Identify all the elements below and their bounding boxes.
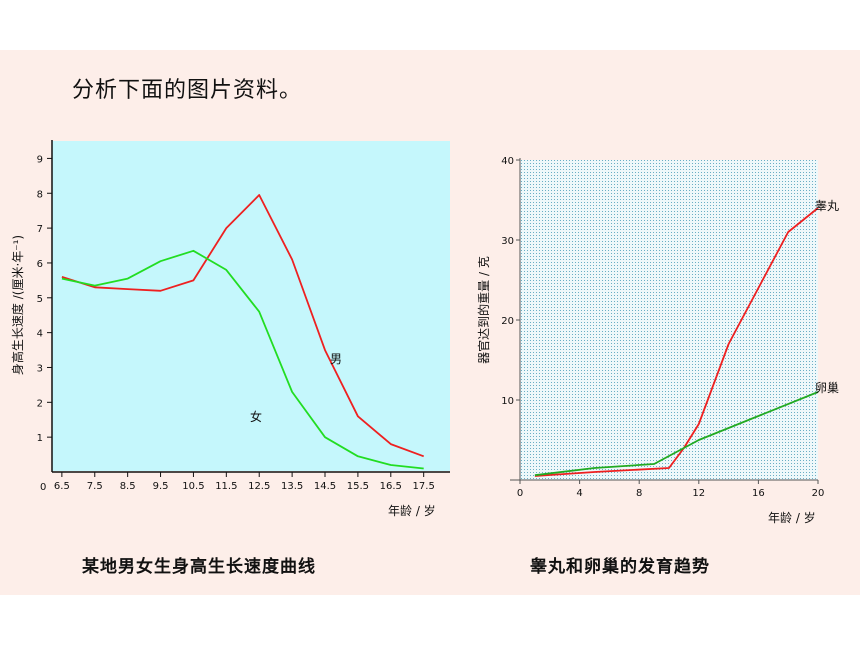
series-line-female <box>61 249 424 470</box>
x-tick-label: 15.5 <box>347 481 369 492</box>
y-axis-label: 器官达到的重量 / 克 <box>476 256 491 364</box>
page-heading: 分析下面的图片资料。 <box>72 78 303 103</box>
x-tick-label: 14.5 <box>314 481 336 492</box>
x-tick-label: 13.5 <box>281 481 303 492</box>
y-tick-label: 1 <box>37 433 43 444</box>
series-lines <box>534 207 819 477</box>
x-tick-label: 9.5 <box>153 481 169 492</box>
x-tick-label: 4 <box>576 488 582 499</box>
y-tick-label: 10 <box>501 396 514 407</box>
series-line-testis <box>534 207 819 477</box>
series-lines <box>61 194 425 470</box>
series-line-male <box>61 194 425 458</box>
y-tick-label: 2 <box>37 398 43 409</box>
y-tick-label: 4 <box>37 329 43 340</box>
y-tick-label: 30 <box>501 236 514 247</box>
series-label-male: 男 <box>330 352 342 366</box>
y-tick-label: 8 <box>37 189 43 200</box>
gonad-development-chart: 器官达到的重量 / 克 年龄 / 岁 10 20 30 40 0 4 8 12 16 20 睾丸… <box>476 156 839 525</box>
x-tick-label: 10.5 <box>182 481 204 492</box>
plot-area <box>520 160 818 480</box>
y-tick-label: 40 <box>501 156 514 167</box>
x-tick-label: 16 <box>752 488 765 499</box>
x-tick-label: 8 <box>636 488 642 499</box>
y-tick-label: 9 <box>37 154 43 165</box>
series-label-ovary: 卵巢 <box>815 381 839 395</box>
caption-right: 睾丸和卵巢的发育趋势 <box>530 557 710 577</box>
plot-area <box>52 141 450 471</box>
caption-left: 某地男女生身高生长速度曲线 <box>82 557 316 577</box>
x-tick-label: 20 <box>812 488 825 499</box>
height-growth-chart: 身高生长速度 /(厘米·年⁻¹) 年龄 / 岁 0 1 2 3 4 5 6 7 8 9 6.5 7… <box>10 140 450 518</box>
x-axis-label: 年龄 / 岁 <box>388 503 436 518</box>
series-line-ovary <box>534 391 819 477</box>
x-tick-label: 16.5 <box>380 481 402 492</box>
x-ticks: 0 4 8 12 16 20 <box>517 480 825 499</box>
x-tick-label: 17.5 <box>413 481 435 492</box>
series-label-female: 女 <box>250 409 262 424</box>
x-tick-label: 12 <box>692 488 705 499</box>
y-tick-label: 7 <box>37 224 43 235</box>
x-tick-label: 12.5 <box>248 481 270 492</box>
x-tick-label: 6.5 <box>54 481 70 492</box>
y-axis-label: 身高生长速度 /(厘米·年⁻¹) <box>10 235 25 375</box>
series-label-testis: 睾丸 <box>815 198 839 213</box>
y-ticks: 1 2 3 4 5 6 7 8 9 <box>37 154 52 444</box>
x-tick-label: 7.5 <box>87 481 103 492</box>
origin-label: 0 <box>40 482 46 493</box>
x-axis-label: 年龄 / 岁 <box>768 510 816 525</box>
x-ticks: 6.5 7.5 8.5 9.5 10.5 11.5 12.5 13.5 14.5 15.5 16.5… <box>54 472 435 492</box>
y-tick-label: 20 <box>501 316 514 327</box>
y-tick-label: 5 <box>37 294 43 305</box>
x-tick-label: 0 <box>517 488 523 499</box>
x-tick-label: 11.5 <box>215 481 237 492</box>
x-tick-label: 8.5 <box>120 481 136 492</box>
y-tick-label: 6 <box>37 259 43 270</box>
y-tick-label: 3 <box>37 363 43 374</box>
y-ticks: 10 20 30 40 <box>501 156 520 407</box>
